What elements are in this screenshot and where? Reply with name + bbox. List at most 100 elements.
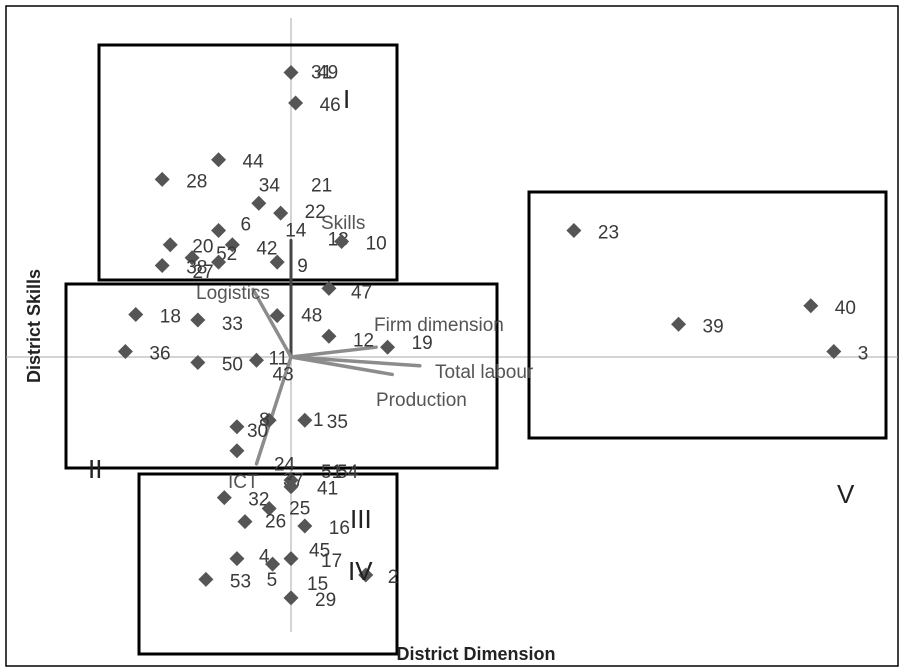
point-6 <box>211 223 227 239</box>
point-label-25: 25 <box>289 499 310 520</box>
point-11 <box>249 352 264 368</box>
point-label-36: 36 <box>149 344 170 365</box>
point-label-19: 19 <box>412 333 433 354</box>
point-label-5: 5 <box>267 570 278 591</box>
point-label-17: 17 <box>321 551 342 572</box>
point-36 <box>117 344 133 360</box>
observation-points: 4931464428342122146131020425238279471833… <box>117 63 869 611</box>
point-label-44: 44 <box>243 152 265 173</box>
point-label-26: 26 <box>265 512 286 533</box>
vector-production <box>289 355 394 377</box>
cluster-frame-4 <box>527 190 888 440</box>
point-label-30: 30 <box>247 421 268 442</box>
point-label-23: 23 <box>598 223 619 244</box>
vector-label-firm-dimension: Firm dimension <box>374 315 504 336</box>
point-label-47: 47 <box>351 282 372 303</box>
vector-total-labour <box>289 355 422 368</box>
point-4 <box>229 551 245 567</box>
point-23 <box>566 223 582 239</box>
point-label-10: 10 <box>366 233 387 254</box>
vector-label-ict: ICT <box>228 472 259 493</box>
point-label-3: 3 <box>858 344 869 365</box>
point-40 <box>803 298 819 314</box>
point-label-9: 9 <box>297 256 308 277</box>
point-3 <box>826 344 842 360</box>
point-label-45: 45 <box>309 541 330 562</box>
chart-frame <box>5 5 899 667</box>
point-8 <box>261 412 277 428</box>
point-label-31: 31 <box>311 63 332 84</box>
point-12 <box>321 328 337 344</box>
point-27 <box>211 254 227 270</box>
point-30 <box>229 419 245 435</box>
cluster-label-ii: II <box>88 454 102 484</box>
loading-vectors: Skills Logistics Firm dimension Total labou… <box>196 213 534 493</box>
point-label-8: 8 <box>259 410 270 431</box>
cluster-label-iv: IV <box>348 556 373 586</box>
point-5 <box>265 556 281 572</box>
point-53 <box>198 571 214 587</box>
cluster-label-iii: III <box>350 504 372 534</box>
vector-logistics <box>251 287 293 359</box>
point-label-51: 51 <box>321 462 342 483</box>
point-label-34: 34 <box>259 175 281 196</box>
point-label-43: 43 <box>273 364 294 385</box>
point-label-49: 49 <box>317 63 338 84</box>
point-20 <box>162 237 178 253</box>
point-label-12: 12 <box>353 330 374 351</box>
cluster-label-i: I <box>343 84 350 114</box>
point-49 <box>283 65 299 81</box>
point-label-32: 32 <box>248 490 269 511</box>
point-42 <box>224 237 240 253</box>
point-label-21: 21 <box>311 175 332 196</box>
point-label-11: 11 <box>269 348 289 369</box>
cluster-frame-2 <box>64 282 499 470</box>
cluster-frames <box>64 43 888 656</box>
point-label-53: 53 <box>230 571 251 592</box>
point-label-6: 6 <box>241 215 252 236</box>
point-44 <box>211 152 227 168</box>
point-16 <box>297 518 313 534</box>
point-label-41: 41 <box>317 479 338 500</box>
point-label-18: 18 <box>160 306 181 327</box>
point-label-2: 2 <box>388 567 399 588</box>
point-28 <box>154 171 170 187</box>
point-label-1: 1 <box>313 410 324 431</box>
point-26 <box>237 514 253 530</box>
point-label-35: 35 <box>327 412 348 433</box>
point-label-22: 22 <box>305 202 326 223</box>
point-50 <box>190 354 206 370</box>
point-10 <box>334 233 350 249</box>
vector-label-production: Production <box>376 390 467 411</box>
point-label-24: 24 <box>274 455 296 476</box>
point-label-46: 46 <box>320 95 341 116</box>
point-2 <box>358 567 374 583</box>
cluster-label-v: V <box>837 479 855 509</box>
point-41 <box>283 479 299 495</box>
point-29 <box>283 590 299 606</box>
point-46 <box>288 95 304 111</box>
cluster-frame-1 <box>97 43 399 282</box>
point-label-20: 20 <box>192 237 213 258</box>
point-label-28: 28 <box>186 171 207 192</box>
point-18 <box>128 306 144 322</box>
point-label-54: 54 <box>337 462 359 483</box>
point-9 <box>269 254 285 270</box>
point-label-50: 50 <box>222 354 243 375</box>
point-33 <box>190 312 206 328</box>
point-label-4: 4 <box>259 547 270 568</box>
point-47 <box>321 280 337 296</box>
vector-ict <box>254 355 293 466</box>
point-label-42: 42 <box>256 239 277 260</box>
point-label-39: 39 <box>703 316 724 337</box>
point-32 <box>216 490 232 506</box>
point-24 <box>229 443 245 459</box>
point-39 <box>671 316 687 332</box>
point-label-38: 38 <box>186 257 207 278</box>
vector-label-logistics: Logistics <box>196 283 270 304</box>
point-label-40: 40 <box>835 298 856 319</box>
point-52 <box>184 250 200 266</box>
point-label-15: 15 <box>307 574 328 595</box>
